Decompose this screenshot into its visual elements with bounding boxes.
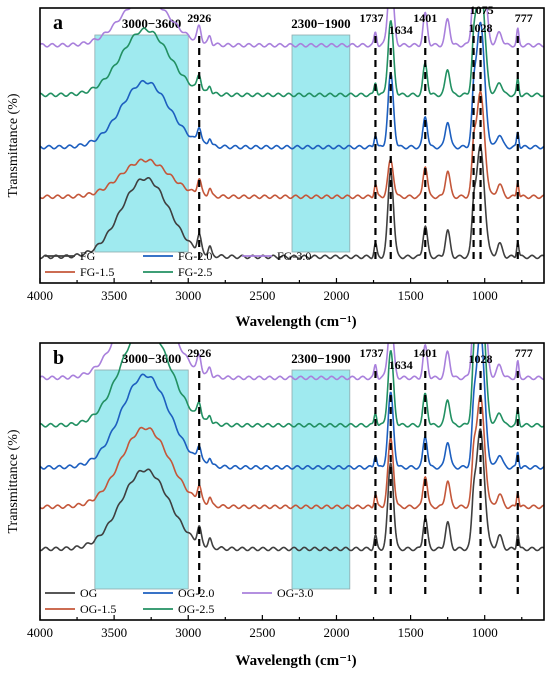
legend-label: FG — [80, 249, 96, 263]
reference-label-2926: 2926 — [187, 346, 211, 360]
legend-item-og-2.5: OG-2.5 — [143, 602, 214, 616]
legend-item-fg-2.5: FG-2.5 — [143, 265, 212, 279]
series-line-fg — [40, 145, 544, 260]
panel-label: a — [53, 12, 63, 34]
x-tick-label-3500: 3500 — [101, 625, 127, 640]
legend-item-og-3.0: OG-3.0 — [242, 586, 313, 600]
plot-frame — [39, 342, 545, 621]
x-tick-label-3000: 3000 — [175, 625, 201, 640]
reference-label-1401: 1401 — [413, 346, 437, 360]
x-tick-label-1000: 1000 — [472, 288, 498, 303]
series-line-fg-2.5 — [40, 8, 544, 98]
reference-label-777: 777 — [515, 11, 533, 25]
legend-label: OG-2.0 — [178, 586, 214, 600]
legend-item-og-2.0: OG-2.0 — [143, 586, 214, 600]
reference-label-1737: 1737 — [359, 346, 383, 360]
y-axis-title: Transmittance (%) — [6, 429, 21, 533]
series-line-og — [40, 428, 544, 552]
series-line-og-2.5 — [40, 343, 544, 428]
series-line-fg-2.0 — [40, 21, 544, 150]
panel-label: b — [53, 347, 64, 369]
reference-label-1075: 1075 — [470, 3, 494, 17]
legend-label: FG-2.5 — [178, 265, 212, 279]
legend-item-fg: FG — [45, 249, 96, 263]
legend-label: OG — [80, 586, 98, 600]
region-label-0: 3000−3600 — [122, 351, 181, 366]
x-tick-label-2000: 2000 — [323, 288, 349, 303]
plot-frame — [39, 7, 545, 284]
reference-label-1737: 1737 — [359, 11, 383, 25]
x-tick-label-3500: 3500 — [101, 288, 127, 303]
reference-label-1634: 1634 — [389, 358, 413, 372]
series-line-og-3.0 — [40, 343, 544, 381]
shaded-region-1 — [291, 369, 351, 590]
series-group — [40, 343, 544, 552]
legend-item-fg-1.5: FG-1.5 — [45, 265, 114, 279]
series-line-fg-1.5 — [40, 90, 544, 200]
legend: FG FG-1.5 FG-2.0 FG-2.5 FG-3.0 — [45, 249, 311, 279]
reference-label-1634: 1634 — [389, 23, 413, 37]
reference-label-2926: 2926 — [187, 11, 211, 25]
legend-item-og: OG — [45, 586, 98, 600]
legend-label: FG-2.0 — [178, 249, 212, 263]
x-tick-label-1500: 1500 — [398, 625, 424, 640]
legend: OG OG-1.5 OG-2.0 OG-2.5 OG-3.0 — [45, 586, 313, 616]
reference-label-1401: 1401 — [413, 11, 437, 25]
x-tick-label-4000: 4000 — [27, 288, 53, 303]
legend-item-fg-2.0: FG-2.0 — [143, 249, 212, 263]
legend-label: FG-1.5 — [80, 265, 114, 279]
x-tick-label-2500: 2500 — [249, 288, 275, 303]
legend-label: OG-2.5 — [178, 602, 214, 616]
x-tick-label-1500: 1500 — [398, 288, 424, 303]
reference-label-1028: 1028 — [469, 352, 493, 366]
region-label-0: 3000−3600 — [122, 16, 181, 31]
legend-label: OG-3.0 — [277, 586, 313, 600]
legend-item-fg-3.0: FG-3.0 — [242, 249, 311, 263]
x-axis-title: Wavelength (cm⁻¹) — [235, 314, 356, 330]
series-group — [40, 8, 544, 260]
series-line-fg-3.0 — [40, 8, 544, 48]
series-line-og-1.5 — [40, 394, 544, 510]
region-label-1: 2300−1900 — [291, 16, 350, 31]
x-tick-label-4000: 4000 — [27, 625, 53, 640]
legend-label: OG-1.5 — [80, 602, 116, 616]
legend-label: FG-3.0 — [277, 249, 311, 263]
shaded-region-0 — [94, 369, 189, 590]
legend-item-og-1.5: OG-1.5 — [45, 602, 116, 616]
reference-label-777: 777 — [515, 346, 533, 360]
x-axis-title: Wavelength (cm⁻¹) — [235, 653, 356, 669]
region-label-1: 2300−1900 — [291, 351, 350, 366]
x-tick-label-3000: 3000 — [175, 288, 201, 303]
x-tick-label-2000: 2000 — [323, 625, 349, 640]
shaded-region-1 — [291, 34, 351, 253]
x-tick-label-1000: 1000 — [472, 625, 498, 640]
y-axis-title: Transmittance (%) — [6, 93, 21, 197]
series-line-og-2.0 — [40, 343, 544, 470]
x-tick-label-2500: 2500 — [249, 625, 275, 640]
reference-label-1028: 1028 — [469, 21, 493, 35]
